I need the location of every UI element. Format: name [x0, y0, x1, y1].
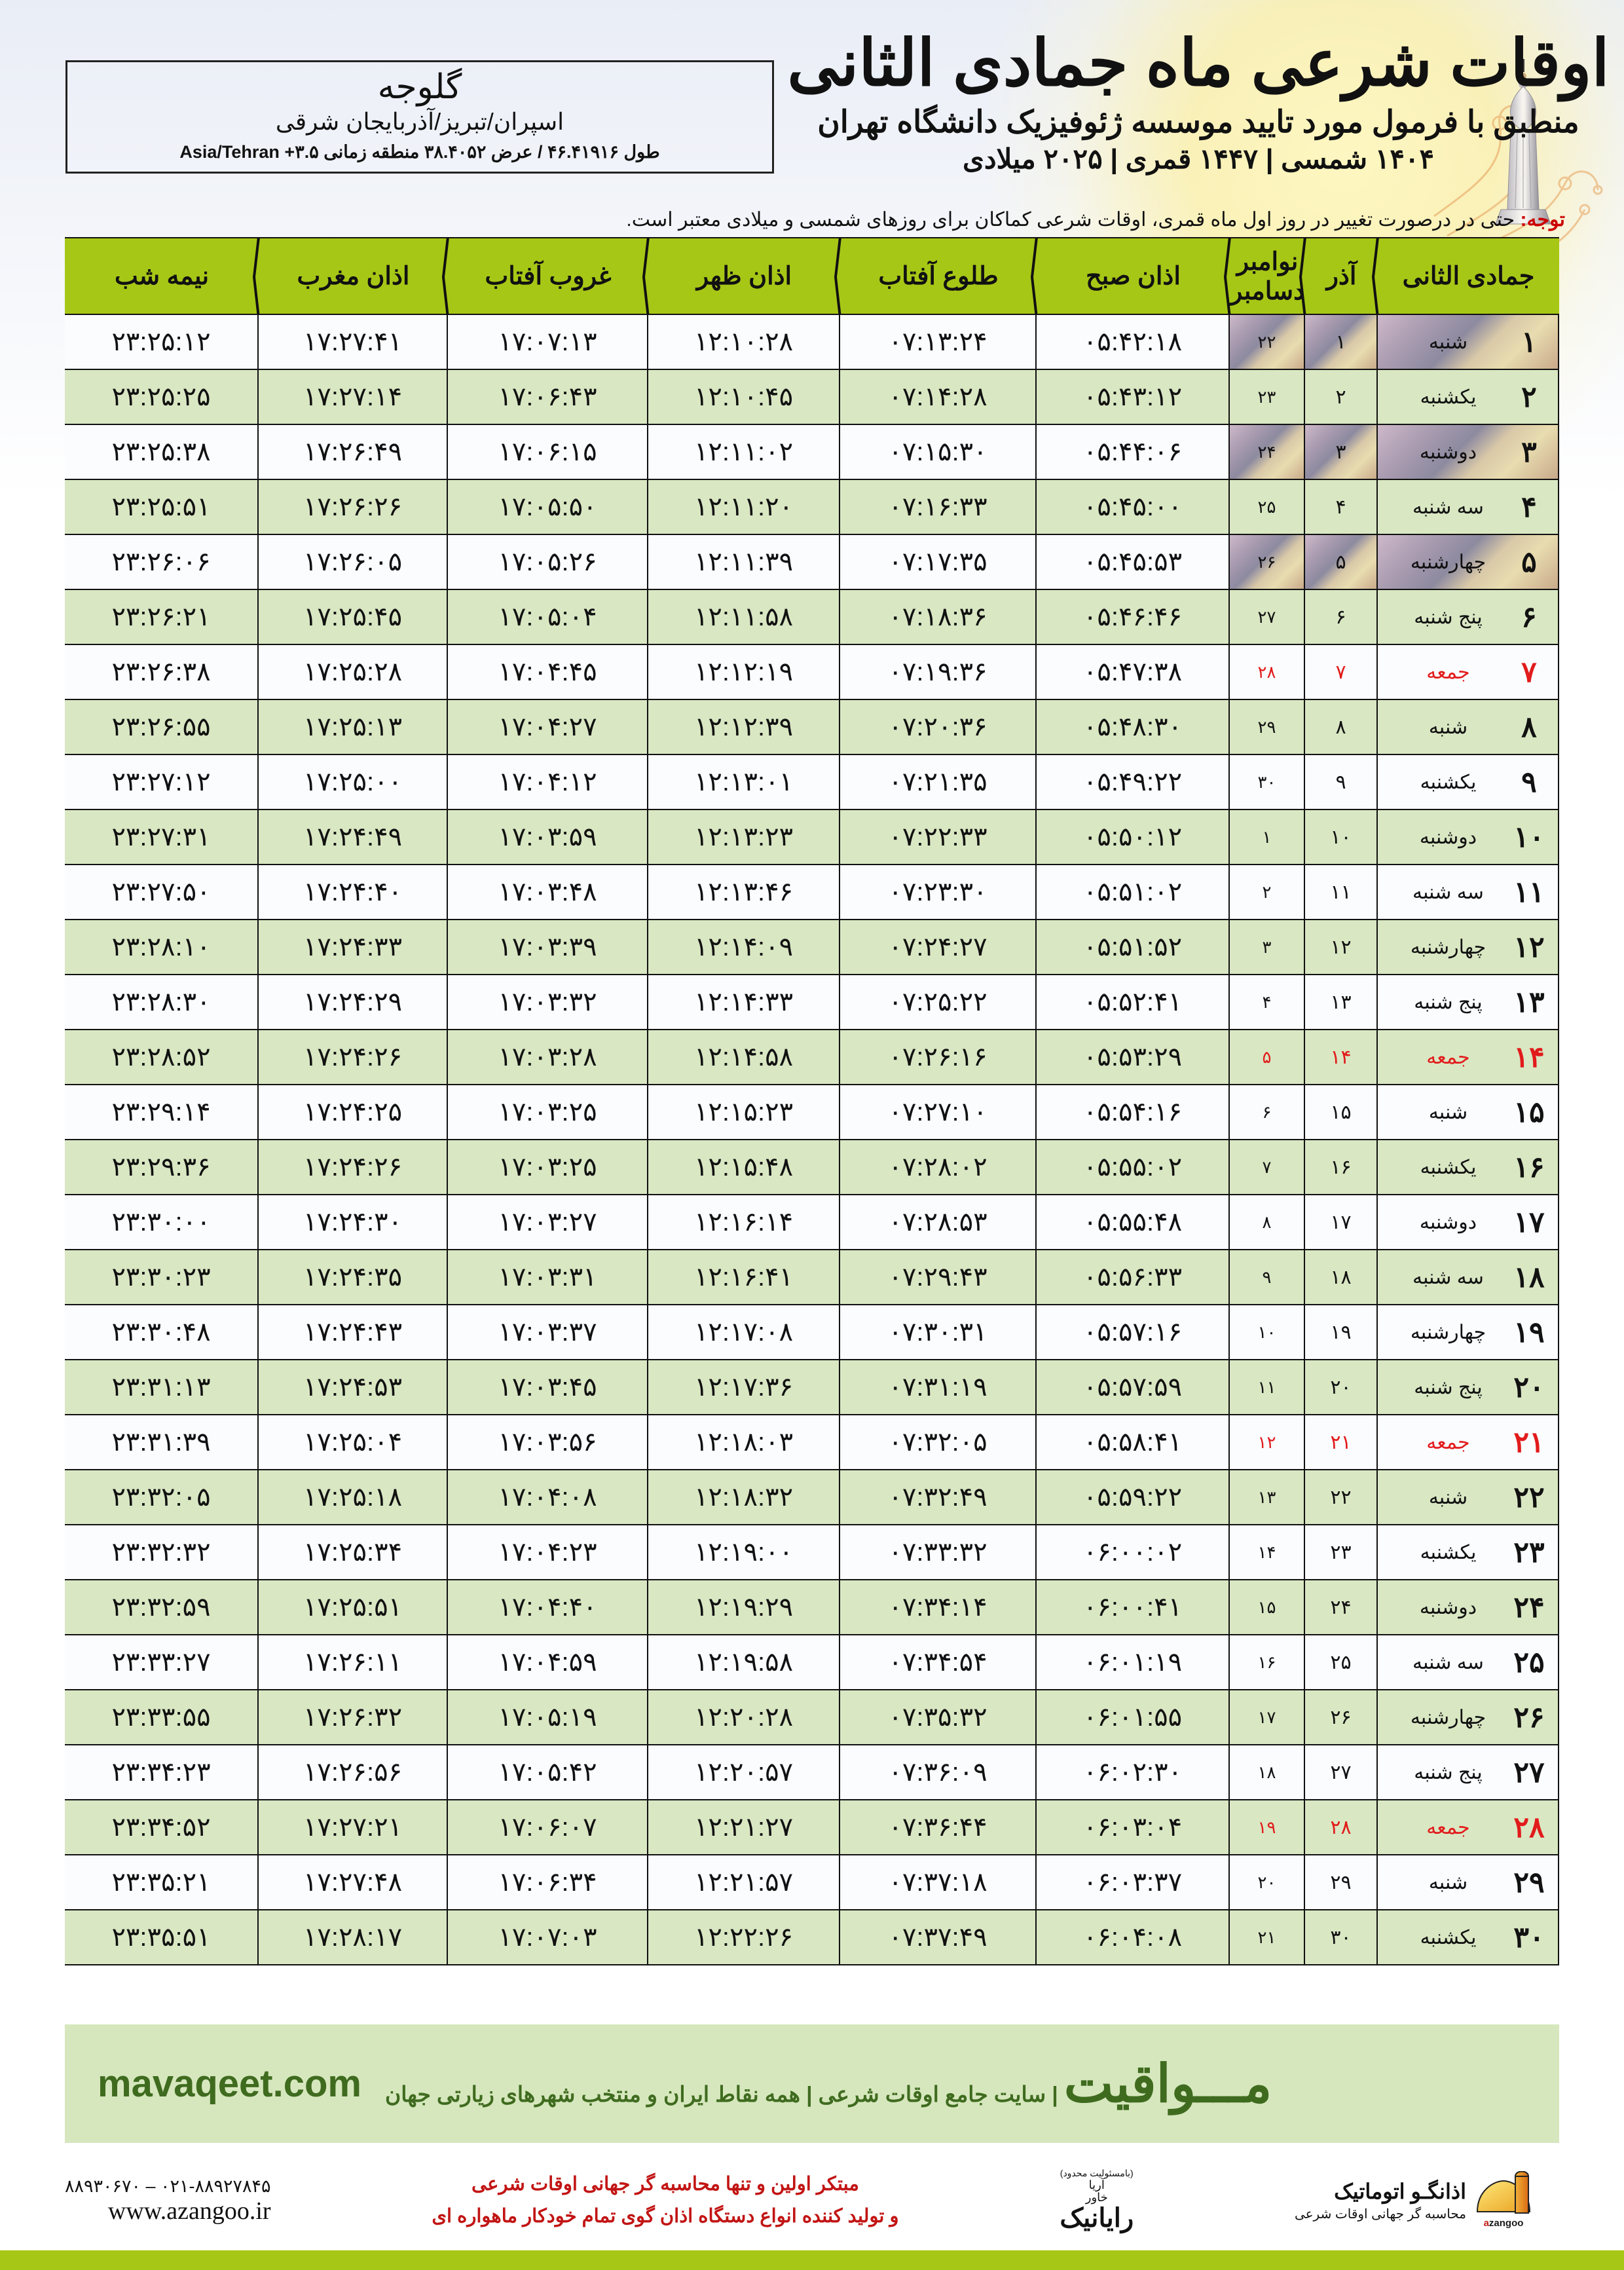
- svg-text:azangoo: azangoo: [1484, 2218, 1524, 2229]
